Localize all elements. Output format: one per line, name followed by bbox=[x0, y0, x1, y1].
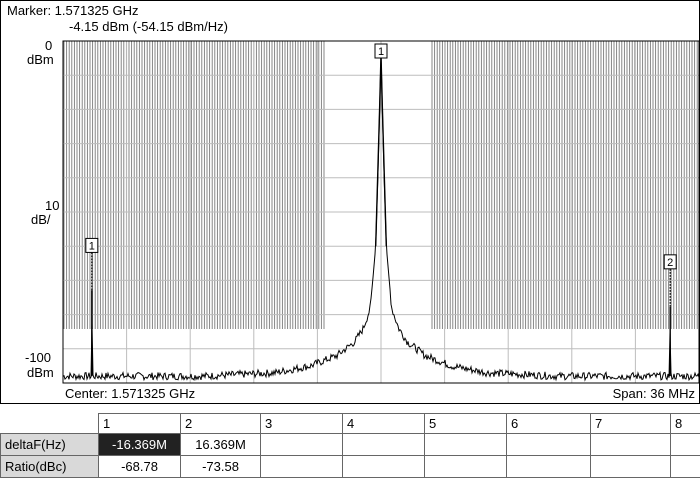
row-label-ratio: Ratio(dBc) bbox=[0, 455, 99, 478]
table-cell[interactable] bbox=[260, 455, 343, 478]
table-header-row: 1 2 3 4 5 6 7 8 bbox=[0, 413, 700, 434]
table-corner bbox=[0, 413, 99, 434]
table-cell[interactable] bbox=[342, 433, 425, 456]
table-cell[interactable] bbox=[590, 433, 671, 456]
table-cell[interactable] bbox=[260, 433, 343, 456]
table-row: Ratio(dBc) -68.78 -73.58 bbox=[0, 455, 700, 478]
table-cell[interactable]: -68.78 bbox=[98, 455, 181, 478]
marker-label[interactable]: 2 bbox=[667, 257, 673, 269]
ref-level-unit: dBm bbox=[27, 52, 54, 67]
scale-unit: dB/ bbox=[31, 212, 51, 227]
marker-box[interactable] bbox=[85, 237, 99, 253]
marker-label[interactable]: 1 bbox=[89, 240, 95, 252]
column-header[interactable]: 1 bbox=[98, 413, 181, 434]
table-cell[interactable]: 16.369M bbox=[180, 433, 261, 456]
marker-layer[interactable]: 1 2 1 bbox=[85, 43, 677, 307]
span-value: Span: 36 MHz bbox=[612, 386, 695, 401]
scale-value: 10 bbox=[45, 198, 60, 213]
marker-label[interactable]: 1 bbox=[378, 46, 384, 58]
column-header[interactable]: 5 bbox=[424, 413, 507, 434]
masked-region-right bbox=[431, 41, 698, 329]
column-header[interactable]: 3 bbox=[260, 413, 343, 434]
column-header[interactable]: 4 bbox=[342, 413, 425, 434]
marker-table: 1 2 3 4 5 6 7 8 deltaF(Hz) -16.369M 16.3… bbox=[0, 413, 700, 492]
plot-frame bbox=[62, 40, 700, 384]
spectrum-plot: 1 2 1 bbox=[62, 40, 700, 384]
table-cell[interactable] bbox=[506, 433, 591, 456]
table-cell[interactable] bbox=[424, 455, 507, 478]
ref-level-value: 0 bbox=[45, 38, 53, 53]
table-cell[interactable] bbox=[342, 455, 425, 478]
table-row: deltaF(Hz) -16.369M 16.369M bbox=[0, 433, 700, 456]
marker-box[interactable] bbox=[374, 43, 388, 59]
spectrum-display: 1 2 1 Marker: 1.571325 GHz -4.15 dBm (-54.… bbox=[0, 0, 700, 404]
bottom-level-unit: dBm bbox=[27, 365, 54, 380]
column-header[interactable]: 6 bbox=[506, 413, 591, 434]
table-cell[interactable]: -73.58 bbox=[180, 455, 261, 478]
column-header[interactable]: 2 bbox=[180, 413, 261, 434]
marker-table-grid: 1 2 3 4 5 6 7 8 deltaF(Hz) -16.369M 16.3… bbox=[0, 413, 700, 478]
table-cell[interactable] bbox=[424, 433, 507, 456]
table-cell[interactable] bbox=[670, 455, 700, 478]
table-cell[interactable]: -16.369M bbox=[98, 433, 181, 456]
marker-readout-level: -4.15 dBm (-54.15 dBm/Hz) bbox=[69, 19, 228, 34]
center-frequency: Center: 1.571325 GHz bbox=[65, 386, 196, 401]
table-cell[interactable] bbox=[590, 455, 671, 478]
row-label-deltaf: deltaF(Hz) bbox=[0, 433, 99, 456]
column-header[interactable]: 8 bbox=[670, 413, 700, 434]
masked-region-left bbox=[63, 41, 325, 329]
table-cell[interactable] bbox=[670, 433, 700, 456]
bottom-level-value: -100 bbox=[25, 350, 52, 365]
marker-readout-frequency: Marker: 1.571325 GHz bbox=[7, 3, 139, 18]
marker-box[interactable] bbox=[663, 254, 677, 270]
table-cell[interactable] bbox=[506, 455, 591, 478]
column-header[interactable]: 7 bbox=[590, 413, 671, 434]
